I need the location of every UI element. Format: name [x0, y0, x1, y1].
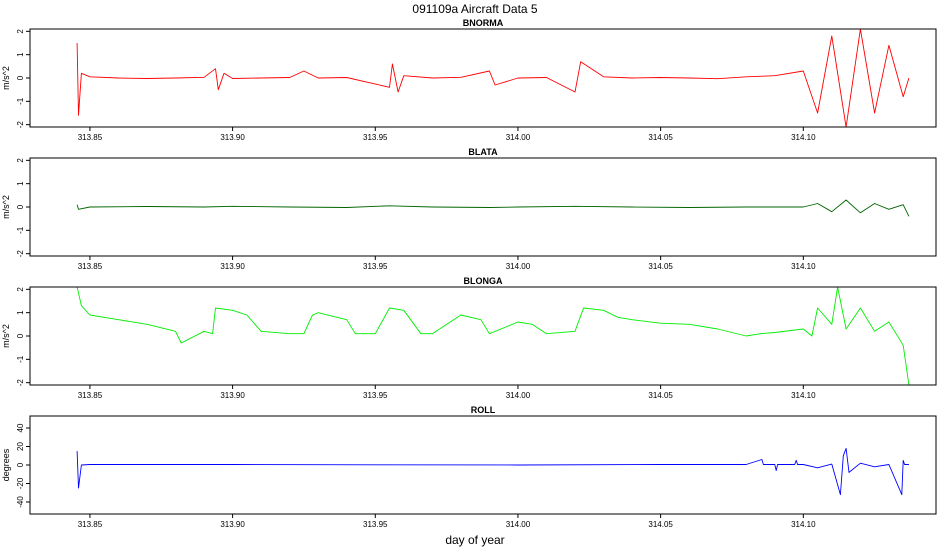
- y-tick-label: -2: [16, 379, 25, 387]
- x-tick-label: 313.90: [220, 262, 245, 271]
- series-line: [76, 447, 909, 496]
- series-line: [76, 287, 910, 385]
- y-tick-label: -1: [16, 226, 25, 234]
- y-tick-label: -2: [16, 250, 25, 258]
- panels: BNORMA 313.85 313.90 313.95 314.00 314.05 314.…: [1, 18, 937, 529]
- y-axis-label: degrees: [1, 448, 11, 481]
- x-tick-label: 313.95: [363, 520, 388, 529]
- x-tick-label: 314.05: [648, 262, 673, 271]
- y-tick-label: 0: [16, 75, 25, 80]
- x-tick-label: 314.00: [506, 133, 531, 142]
- y-tick-label: 1: [16, 181, 25, 186]
- x-tick-label: 314.05: [648, 133, 673, 142]
- y-tick-label: 2: [16, 158, 25, 163]
- x-tick-label: 313.95: [363, 262, 388, 271]
- panel-title: ROLL: [471, 405, 496, 415]
- x-axis-label: day of year: [445, 533, 504, 547]
- x-tick-label: 313.90: [220, 133, 245, 142]
- x-tick-label: 313.85: [78, 391, 103, 400]
- x-tick-label: 313.90: [220, 391, 245, 400]
- x-tick-label: 314.00: [506, 262, 531, 271]
- y-tick-label: -20: [16, 477, 25, 489]
- x-tick-label: 314.10: [791, 391, 816, 400]
- x-tick-label: 313.95: [363, 391, 388, 400]
- y-axis-label: m/s^2: [1, 324, 11, 348]
- y-tick-label: 2: [16, 29, 25, 34]
- y-tick-label: 0: [16, 462, 25, 467]
- panel-bnorma: BNORMA 313.85 313.90 313.95 314.00 314.05 314.…: [1, 18, 937, 142]
- panel-title: BLATA: [468, 147, 498, 157]
- x-tick-label: 314.00: [506, 391, 531, 400]
- x-tick-label: 314.00: [506, 520, 531, 529]
- y-tick-label: 0: [16, 333, 25, 338]
- y-tick-label: 40: [16, 423, 25, 432]
- y-tick-label: 0: [16, 204, 25, 209]
- panel-roll: ROLL 313.85 313.90 313.95 314.00 314.05 314.10…: [1, 405, 937, 529]
- y-tick-label: 1: [16, 52, 25, 57]
- y-tick-label: 20: [16, 442, 25, 451]
- x-tick-label: 314.05: [648, 520, 673, 529]
- y-tick-label: -1: [16, 355, 25, 363]
- x-tick-label: 313.95: [363, 133, 388, 142]
- y-tick-label: -1: [16, 97, 25, 105]
- y-tick-label: -2: [16, 121, 25, 129]
- x-tick-label: 313.85: [78, 262, 103, 271]
- y-axis-label: m/s^2: [1, 66, 11, 90]
- panel-title: BNORMA: [463, 18, 504, 28]
- series-line: [76, 29, 910, 127]
- x-tick-label: 314.10: [791, 520, 816, 529]
- panel-blata: BLATA 313.85 313.90 313.95 314.00 314.05 314.1…: [1, 147, 937, 271]
- series-line: [76, 199, 910, 217]
- plot-frame: [29, 286, 937, 386]
- y-tick-label: 2: [16, 287, 25, 292]
- x-tick-label: 313.90: [220, 520, 245, 529]
- x-tick-label: 314.10: [791, 262, 816, 271]
- x-tick-label: 313.85: [78, 133, 103, 142]
- y-tick-label: -40: [16, 496, 25, 508]
- y-tick-label: 1: [16, 310, 25, 315]
- x-tick-label: 313.85: [78, 520, 103, 529]
- panel-blonga: BLONGA 313.85 313.90 313.95 314.00 314.05 314.…: [1, 276, 937, 400]
- x-tick-label: 314.10: [791, 133, 816, 142]
- panel-title: BLONGA: [464, 276, 503, 286]
- x-tick-label: 314.05: [648, 391, 673, 400]
- main-title: 091109a Aircraft Data 5: [412, 2, 538, 16]
- y-axis-label: m/s^2: [1, 195, 11, 219]
